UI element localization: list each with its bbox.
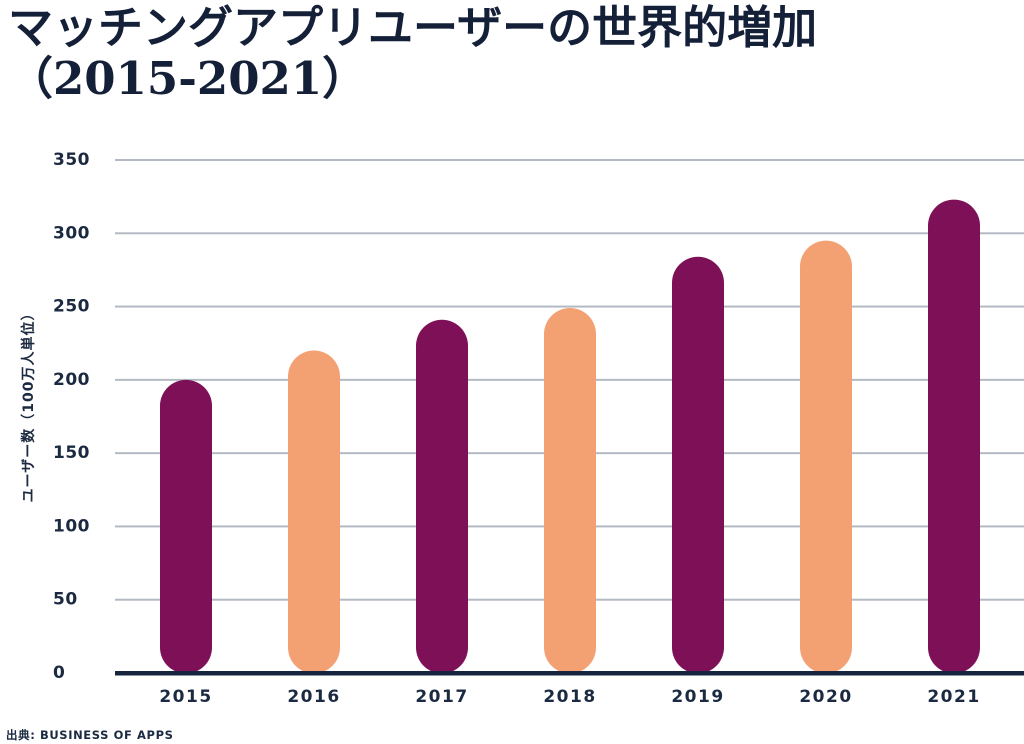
- y-tick-label-250: 250: [53, 297, 90, 317]
- x-tick-label-2020: 2020: [799, 687, 852, 707]
- x-tick-label-2019: 2019: [671, 687, 724, 707]
- page-title-line1: マッチングアプリユーザーの世界的増加: [8, 1, 818, 54]
- x-tick-label-2017: 2017: [415, 687, 468, 707]
- y-tick-label-300: 300: [53, 223, 90, 243]
- x-tick-label-2021: 2021: [927, 687, 980, 707]
- page-title-line2: （2015-2021）: [8, 52, 368, 105]
- bar-2016: [288, 350, 340, 674]
- bar-2021: [928, 199, 980, 674]
- y-tick-label-200: 200: [53, 370, 90, 390]
- y-tick-label-0: 0: [53, 663, 65, 683]
- x-tick-label-2015: 2015: [159, 687, 212, 707]
- y-tick-label-100: 100: [53, 516, 90, 536]
- gridline-350: [115, 159, 1024, 161]
- bar-2015: [160, 379, 212, 674]
- bar-2017: [416, 319, 468, 674]
- y-tick-label-150: 150: [53, 443, 90, 463]
- x-tick-label-2016: 2016: [287, 687, 340, 707]
- gridline-250: [115, 305, 1024, 308]
- bar-2018: [544, 308, 596, 674]
- bar-2019: [672, 256, 724, 674]
- source-credit: 出典: BUSINESS OF APPS: [6, 728, 174, 742]
- y-tick-label-50: 50: [53, 590, 78, 610]
- gridline-300: [115, 232, 1024, 235]
- page-title: マッチングアプリユーザーの世界的増加 （2015-2021）: [8, 2, 817, 104]
- x-tick-label-2018: 2018: [543, 687, 596, 707]
- y-tick-label-350: 350: [53, 150, 90, 170]
- bar-2020: [800, 240, 852, 674]
- x-axis-line: [115, 671, 1024, 676]
